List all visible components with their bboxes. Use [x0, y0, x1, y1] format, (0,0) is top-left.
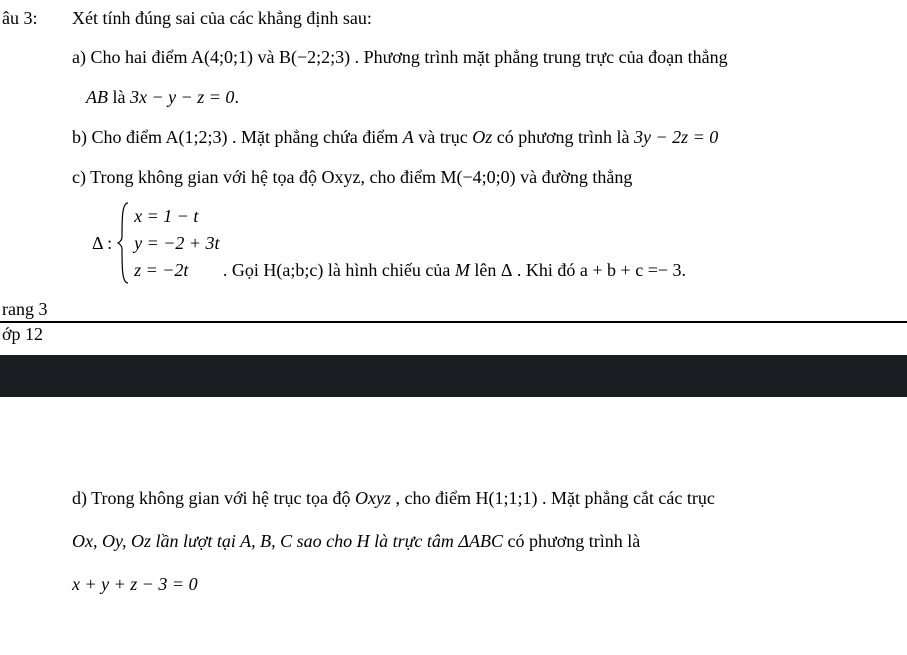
- dark-separator-band: [0, 355, 907, 397]
- system-line-2: y = −2 + 3t: [134, 233, 686, 254]
- item-a-pointA: A(4;0;1): [191, 47, 253, 67]
- item-d-H: H(1;1;1): [475, 488, 537, 508]
- item-d-line3: x + y + z − 3 = 0: [72, 563, 897, 606]
- item-d-prefix: d) Trong không gian với hệ trục tọa độ: [72, 488, 355, 508]
- item-d-mid1: , cho điểm: [395, 488, 475, 508]
- item-c-system: Δ : x = 1 − t y = −2 + 3t z = −2t . Gọi …: [92, 201, 907, 285]
- page-top-section: âu 3: Xét tính đúng sai của các khẳng đị…: [0, 0, 907, 345]
- item-b-mid3: có phương trình là: [497, 127, 634, 147]
- item-a-mid2: . Phương trình mặt phẳng trung trực của …: [355, 47, 728, 67]
- left-brace-icon: [116, 201, 130, 285]
- page-bottom-section: d) Trong không gian với hệ trục tọa độ O…: [0, 397, 907, 607]
- item-b-Oz: Oz: [472, 127, 492, 147]
- item-c-pointM: M(−4;0;0): [440, 167, 515, 187]
- item-c-line1: c) Trong không gian với hệ tọa độ Oxyz, …: [72, 159, 897, 195]
- item-a-la: là: [113, 87, 131, 107]
- item-b-prefix: b) Cho điểm: [72, 127, 166, 147]
- item-c-after3: lên: [474, 260, 501, 280]
- item-b-mid2: và trục: [418, 127, 472, 147]
- item-c-goi: . Gọi: [223, 260, 264, 280]
- item-a-mid1: và: [257, 47, 279, 67]
- item-b-eq: 3y − 2z = 0: [634, 127, 718, 147]
- item-d-line1: d) Trong không gian với hệ trục tọa độ O…: [72, 477, 897, 520]
- item-a-prefix: a) Cho hai điểm: [72, 47, 191, 67]
- item-b-pointA: A(1;2;3): [166, 127, 228, 147]
- item-a-AB: AB: [86, 87, 108, 107]
- question-label: âu 3:: [0, 8, 72, 29]
- item-d-line2b: có phương trình là: [507, 531, 640, 551]
- item-b-A: A: [403, 127, 414, 147]
- item-d-eq: x + y + z − 3 = 0: [72, 574, 198, 594]
- footer-line-2: ớp 12: [0, 323, 907, 345]
- item-a-eq: 3x − y − z = 0: [130, 87, 234, 107]
- question-header: âu 3: Xét tính đúng sai của các khẳng đị…: [0, 8, 907, 29]
- item-a-suffix: .: [234, 87, 239, 107]
- item-c-delta: Δ :: [92, 233, 112, 254]
- item-c-prefix: c) Trong không gian với hệ tọa độ Oxyz, …: [72, 167, 440, 187]
- item-c-mid1: và đường thẳng: [520, 167, 632, 187]
- item-c-M: M: [455, 260, 470, 280]
- system-lines: x = 1 − t y = −2 + 3t z = −2t . Gọi H(a;…: [134, 206, 686, 281]
- item-d-Oxyz: Oxyz: [355, 488, 391, 508]
- item-c-after2: là hình chiếu của: [328, 260, 455, 280]
- system-line-3-eq: z = −2t: [134, 260, 188, 280]
- system-line-1: x = 1 − t: [134, 206, 686, 227]
- item-b-mid1: . Mặt phẳng chứa điểm: [232, 127, 403, 147]
- question-prompt: Xét tính đúng sai của các khẳng định sau…: [72, 8, 372, 29]
- item-c-Delta2: Δ: [501, 260, 513, 280]
- item-a-line2: AB là 3x − y − z = 0.: [86, 79, 907, 115]
- item-d-mid2: . Mặt phẳng cắt các trục: [542, 488, 715, 508]
- item-d-line2: Ox, Oy, Oz lần lượt tại A, B, C sao cho …: [72, 520, 897, 563]
- system-line-3: z = −2t . Gọi H(a;b;c) là hình chiếu của…: [134, 260, 686, 281]
- item-a-line1: a) Cho hai điểm A(4;0;1) và B(−2;2;3) . …: [72, 39, 907, 75]
- item-d-line2-text: Ox, Oy, Oz lần lượt tại A, B, C sao cho …: [72, 531, 458, 551]
- item-d-tri: ΔABC: [458, 531, 503, 551]
- item-b: b) Cho điểm A(1;2;3) . Mặt phẳng chứa đi…: [72, 119, 907, 155]
- item-c-after4: . Khi đó a + b + c =− 3.: [517, 260, 686, 280]
- item-c-H: H(a;b;c): [263, 260, 323, 280]
- item-a-pointB: B(−2;2;3): [279, 47, 350, 67]
- footer-line-1: rang 3: [0, 299, 907, 323]
